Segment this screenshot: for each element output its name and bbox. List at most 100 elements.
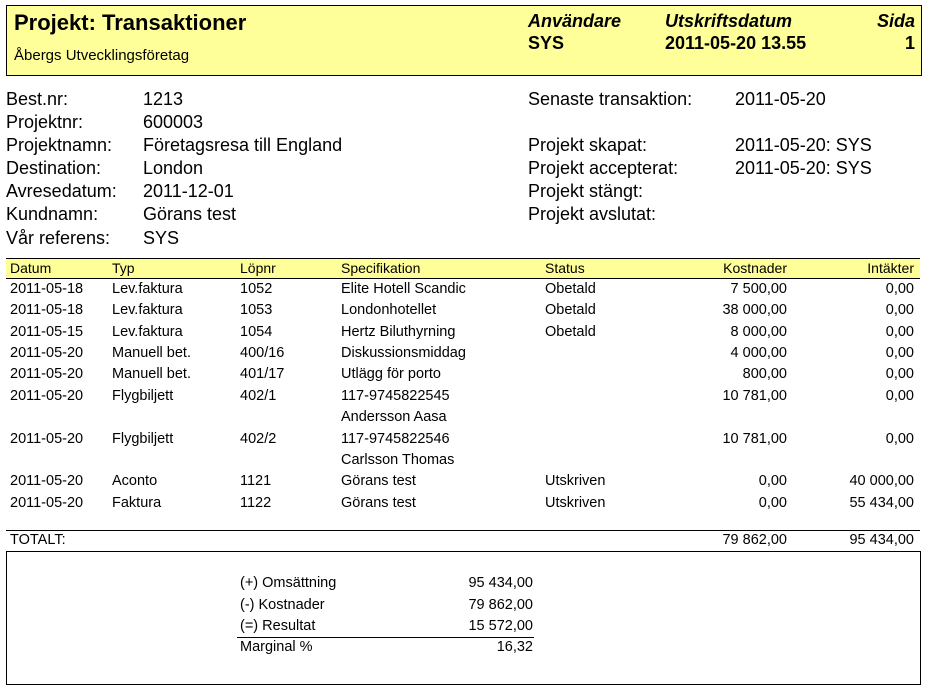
- user-value: SYS: [528, 33, 565, 53]
- summary-box-top: [6, 551, 920, 552]
- cell-intakter: 55 434,00: [849, 495, 914, 511]
- cell-intakter: 0,00: [885, 281, 914, 297]
- cell-intakter: 40 000,00: [849, 473, 914, 489]
- cell-intakter: 0,00: [885, 431, 914, 447]
- cell-status: Obetald: [545, 324, 596, 340]
- cell-typ: Aconto: [112, 473, 158, 489]
- printdate-value: 2011-05-20 13.55: [665, 33, 807, 53]
- project-closed-label: Projekt stängt:: [528, 181, 644, 201]
- cell-lopnr: 1121: [240, 473, 272, 489]
- cell-kostnader: 10 781,00: [722, 388, 787, 404]
- cell-kostnader: 7 500,00: [730, 281, 787, 297]
- cell-typ: Lev.faktura: [112, 324, 183, 340]
- cell-kostnader: 0,00: [758, 473, 787, 489]
- printdate-label: Utskriftsdatum: [665, 11, 793, 31]
- col-kostnader: Kostnader: [723, 260, 787, 276]
- summary-marginal-label: Marginal %: [240, 639, 313, 655]
- summary-omsattning-value: 95 434,00: [468, 575, 533, 591]
- info-label-referens: Vår referens:: [6, 228, 111, 248]
- cell-intakter: 0,00: [885, 324, 914, 340]
- cell-kostnader: 10 781,00: [722, 431, 787, 447]
- cell-status: Utskriven: [545, 473, 606, 489]
- report-title: Projekt: Transaktioner: [14, 10, 247, 35]
- info-value-projektnr: 600003: [143, 112, 204, 132]
- info-value-kundnamn: Görans test: [143, 204, 237, 224]
- col-lopnr: Löpnr: [240, 260, 276, 276]
- info-label-projektnamn: Projektnamn:: [6, 135, 113, 155]
- cell-passenger-name: Andersson Aasa: [341, 409, 447, 425]
- info-label-avresedatum: Avresedatum:: [6, 181, 117, 201]
- summary-marginal-value: 16,32: [496, 639, 533, 655]
- project-created-value: 2011-05-20: SYS: [735, 135, 872, 155]
- summary-resultat-value: 15 572,00: [468, 618, 533, 634]
- cell-kostnader: 8 000,00: [730, 324, 787, 340]
- cell-typ: Flygbiljett: [112, 388, 174, 404]
- cell-typ: Manuell bet.: [112, 345, 191, 361]
- cell-intakter: 0,00: [885, 388, 914, 404]
- page-label: Sida: [876, 11, 915, 31]
- summary-kostnader-value: 79 862,00: [468, 597, 533, 613]
- total-intakter: 95 434,00: [849, 532, 914, 548]
- info-value-referens: SYS: [143, 228, 180, 248]
- cell-lopnr: 1122: [240, 495, 272, 511]
- project-accepted-value: 2011-05-20: SYS: [735, 158, 872, 178]
- total-kostnader: 79 862,00: [722, 532, 787, 548]
- cell-datum: 2011-05-18: [10, 281, 84, 297]
- cell-typ: Flygbiljett: [112, 431, 174, 447]
- cell-lopnr: 1053: [240, 302, 273, 318]
- info-label-bestnr: Best.nr:: [6, 89, 69, 109]
- cell-specifikation: Londonhotellet: [341, 302, 437, 318]
- info-label-kundnamn: Kundnamn:: [6, 204, 99, 224]
- cell-typ: Lev.faktura: [112, 302, 183, 318]
- report-header: [6, 5, 922, 76]
- cell-datum: 2011-05-20: [10, 345, 84, 361]
- info-label-destination: Destination:: [6, 158, 102, 178]
- cell-datum: 2011-05-18: [10, 302, 84, 318]
- cell-lopnr: 402/2: [240, 431, 277, 447]
- cell-lopnr: 400/16: [240, 345, 285, 361]
- cell-intakter: 0,00: [885, 366, 914, 382]
- cell-typ: Faktura: [112, 495, 162, 511]
- cell-specifikation: 117-9745822546: [341, 431, 450, 447]
- cell-lopnr: 402/1: [240, 388, 277, 404]
- summary-omsattning-label: (+) Omsättning: [240, 575, 337, 591]
- project-finished-label: Projekt avslutat:: [528, 204, 657, 224]
- cell-typ: Manuell bet.: [112, 366, 191, 382]
- summary-box-bottom: [6, 684, 921, 685]
- total-label: TOTALT:: [10, 532, 66, 548]
- cell-datum: 2011-05-20: [10, 431, 84, 447]
- cell-lopnr: 401/17: [240, 366, 285, 382]
- summary-box-left: [6, 551, 7, 684]
- cell-datum: 2011-05-20: [10, 495, 84, 511]
- cell-passenger-name: Carlsson Thomas: [341, 452, 455, 468]
- summary-divider: [237, 637, 534, 638]
- last-transaction-label: Senaste transaktion:: [528, 89, 693, 109]
- col-specifikation: Specifikation: [341, 260, 421, 276]
- cell-specifikation: Utlägg för porto: [341, 366, 441, 382]
- info-value-projektnamn: Företagsresa till England: [143, 135, 343, 155]
- info-label-projektnr: Projektnr:: [6, 112, 84, 132]
- page-value: 1: [904, 33, 915, 53]
- cell-intakter: 0,00: [885, 302, 914, 318]
- col-datum: Datum: [10, 260, 52, 276]
- company-name: Åbergs Utvecklingsföretag: [14, 47, 190, 64]
- cell-specifikation: Görans test: [341, 495, 416, 511]
- cell-kostnader: 38 000,00: [722, 302, 787, 318]
- cell-specifikation: Elite Hotell Scandic: [341, 281, 466, 297]
- totals-divider: [6, 530, 920, 531]
- cell-datum: 2011-05-20: [10, 473, 84, 489]
- table-header: [6, 258, 920, 279]
- summary-resultat-label: (=) Resultat: [240, 618, 316, 634]
- cell-intakter: 0,00: [885, 345, 914, 361]
- cell-lopnr: 1052: [240, 281, 273, 297]
- cell-datum: 2011-05-20: [10, 388, 84, 404]
- last-transaction-value: 2011-05-20: [735, 89, 826, 109]
- info-value-bestnr: 1213: [143, 89, 184, 109]
- cell-specifikation: Görans test: [341, 473, 416, 489]
- cell-kostnader: 0,00: [758, 495, 787, 511]
- cell-status: Utskriven: [545, 495, 606, 511]
- summary-kostnader-label: (-) Kostnader: [240, 597, 325, 613]
- cell-kostnader: 4 000,00: [730, 345, 787, 361]
- info-value-avresedatum: 2011-12-01: [143, 181, 234, 201]
- col-status: Status: [545, 260, 585, 276]
